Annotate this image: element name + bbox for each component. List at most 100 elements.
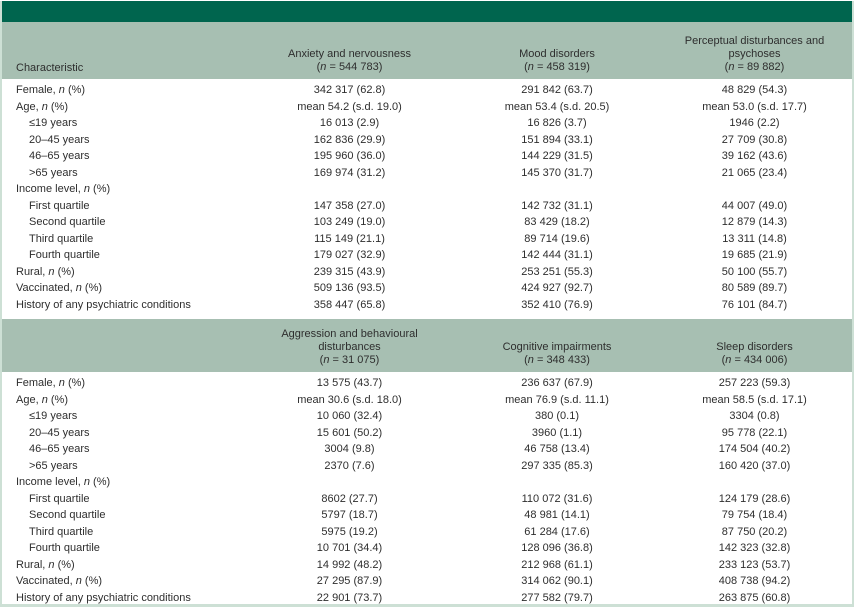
value-cell: 1946 (2.2) [729, 117, 780, 129]
table-row: Fourth quartile 179 027 (32.9) 142 444 (31… [2, 247, 852, 264]
value-cell: 145 370 (31.7) [521, 166, 593, 179]
table-row: Vaccinated, n (%) 27 295 (87.9) 314 062 (9… [2, 573, 852, 590]
row-label: Third quartile [29, 525, 94, 538]
value-cell: 10 060 (32.4) [316, 410, 383, 422]
value-cell: 195 960 (36.0) [313, 150, 386, 162]
row-label: Third quartile [29, 232, 94, 245]
value-cell: 16 013 (2.9) [319, 117, 380, 129]
table-row: 46–65 years 195 960 (36.0) 144 229 (31.5) 3… [2, 148, 852, 165]
row-label: 46–65 years [29, 443, 90, 455]
value-cell: 61 284 (17.6) [524, 525, 590, 538]
column-header: Perceptual disturbances and psychoses (n =… [657, 22, 852, 79]
value-cell: 509 136 (93.5) [313, 282, 386, 294]
value-cell: 2370 (7.6) [324, 459, 375, 472]
value-cell: 14 992 (48.2) [316, 558, 383, 571]
row-label: Vaccinated, n (%) [16, 575, 103, 587]
row-label: 20–45 years [29, 133, 90, 146]
value-cell: 89 714 (19.6) [524, 232, 590, 245]
value-cell: 277 582 (79.7) [521, 591, 593, 604]
characteristics-table-top: Characteristic Anxiety and nervousness (n… [2, 22, 852, 313]
table-row: History of any psychiatric conditions 358… [2, 297, 852, 314]
column-header: Anxiety and nervousness (n = 544 783) [242, 22, 457, 79]
row-label: 20–45 years [29, 426, 90, 439]
value-cell: 19 685 (21.9) [721, 249, 788, 261]
row-label: History of any psychiatric conditions [16, 591, 191, 604]
value-cell: 352 410 (76.9) [521, 298, 593, 311]
value-cell: 44 007 (49.0) [721, 199, 788, 212]
value-cell: 408 738 (94.2) [718, 575, 791, 587]
value-cell: 124 179 (28.6) [718, 492, 791, 505]
table-row: History of any psychiatric conditions 22 … [2, 590, 852, 607]
value-cell: 39 162 (43.6) [721, 150, 788, 162]
value-cell: 342 317 (62.8) [313, 84, 386, 96]
table-row: Income level, n (%) [2, 181, 852, 198]
table-row: First quartile 147 358 (27.0) 142 732 (31.… [2, 198, 852, 215]
value-cell: 50 100 (55.7) [721, 265, 788, 278]
value-cell: 3960 (1.1) [531, 426, 583, 439]
value-cell: 174 504 (40.2) [718, 443, 791, 455]
value-cell: 424 927 (92.7) [521, 282, 593, 294]
value-cell: mean 54.2 (s.d. 19.0) [297, 100, 402, 113]
row-label: ≤19 years [29, 410, 78, 422]
column-header: Cognitive impairments (n = 348 433) [457, 319, 657, 372]
table-row: Female, n (%) 13 575 (43.7) 236 637 (67.9)… [2, 372, 852, 392]
value-cell: 314 062 (90.1) [521, 575, 593, 587]
section-divider [2, 313, 852, 319]
table-row: >65 years 2370 (7.6) 297 335 (85.3) 160 420… [2, 458, 852, 475]
value-cell: 21 065 (23.4) [721, 166, 788, 179]
value-cell: 144 229 (31.5) [521, 150, 593, 162]
value-cell: 79 754 (18.4) [721, 509, 788, 521]
table-row: 20–45 years 15 601 (50.2) 3960 (1.1) 95 778… [2, 425, 852, 442]
value-cell: 179 027 (32.9) [313, 249, 386, 261]
value-cell: mean 53.4 (s.d. 20.5) [504, 100, 610, 113]
table-row: Second quartile 103 249 (19.0) 83 429 (18.… [2, 214, 852, 231]
table-row: Third quartile 5975 (19.2) 61 284 (17.6) 87… [2, 524, 852, 541]
table-row: Second quartile 5797 (18.7) 48 981 (14.1) 7… [2, 507, 852, 524]
row-label: First quartile [29, 492, 90, 505]
value-cell: 48 829 (54.3) [721, 84, 788, 96]
value-cell: 212 968 (61.1) [521, 558, 593, 571]
column-header-blank [2, 319, 242, 372]
row-label: Income level, n (%) [16, 183, 111, 195]
column-header-characteristic: Characteristic [2, 22, 242, 79]
header-row-bottom: Aggression and behavioural disturbances (n… [2, 319, 852, 372]
table-row: 46–65 years 3004 (9.8) 46 758 (13.4) 174 50… [2, 441, 852, 458]
row-label: Fourth quartile [29, 542, 100, 554]
row-label: Second quartile [29, 509, 106, 521]
table-row: Rural, n (%) 14 992 (48.2) 212 968 (61.1) 2… [2, 557, 852, 574]
header-row-top: Characteristic Anxiety and nervousness (n… [2, 22, 852, 79]
value-cell: 253 251 (55.3) [521, 265, 593, 278]
row-label: Rural, n (%) [16, 558, 75, 571]
table-row: >65 years 169 974 (31.2) 145 370 (31.7) 21 … [2, 165, 852, 182]
value-cell: 263 875 (60.8) [718, 591, 791, 604]
value-cell: 5975 (19.2) [321, 525, 378, 538]
row-label: Fourth quartile [29, 249, 100, 261]
value-cell [457, 181, 657, 198]
value-cell: 142 444 (31.1) [521, 249, 593, 261]
row-label: Rural, n (%) [16, 265, 75, 278]
value-cell: 16 826 (3.7) [527, 117, 587, 129]
value-cell: 80 589 (89.7) [721, 282, 788, 294]
column-header: Sleep disorders (n = 434 006) [657, 319, 852, 372]
row-label: >65 years [29, 459, 78, 472]
row-label: Female, n (%) [16, 84, 86, 96]
row-label: Income level, n (%) [16, 476, 111, 488]
row-label: Age, n (%) [16, 393, 68, 406]
row-label: First quartile [29, 199, 90, 212]
value-cell: 8602 (27.7) [321, 492, 378, 505]
table-body-bottom: Female, n (%) 13 575 (43.7) 236 637 (67.9)… [2, 372, 852, 606]
column-header: Aggression and behavioural disturbances (n… [242, 319, 457, 372]
value-cell: 147 358 (27.0) [313, 199, 386, 212]
value-cell: 297 335 (85.3) [521, 459, 593, 472]
value-cell: mean 76.9 (s.d. 11.1) [505, 393, 609, 406]
value-cell: 12 879 (14.3) [721, 216, 788, 228]
value-cell: 3304 (0.8) [729, 410, 780, 422]
value-cell: 160 420 (37.0) [718, 459, 791, 472]
value-cell: 380 (0.1) [534, 410, 580, 422]
table-row: Rural, n (%) 239 315 (43.9) 253 251 (55.3)… [2, 264, 852, 281]
value-cell: 236 637 (67.9) [521, 377, 593, 389]
value-cell: 22 901 (73.7) [316, 591, 383, 604]
value-cell: 110 072 (31.6) [521, 492, 593, 505]
value-cell: 233 123 (53.7) [718, 558, 791, 571]
table-body-top: Female, n (%) 342 317 (62.8) 291 842 (63.7… [2, 79, 852, 313]
